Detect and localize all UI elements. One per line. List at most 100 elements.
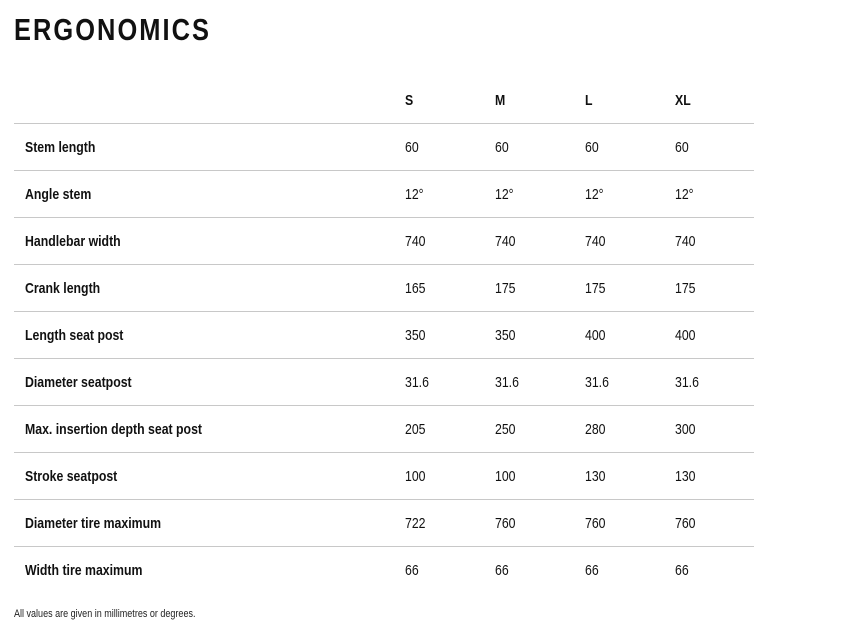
table-row: Diameter seatpost 31.6 31.6 31.6 31.6 (14, 359, 754, 406)
table-cell: 175 (675, 265, 700, 311)
table-cell: 350 (495, 312, 520, 358)
row-label-text: Crank length (25, 279, 101, 297)
table-cell: 400 (675, 312, 700, 358)
page-title: ERGONOMICS (14, 12, 212, 47)
cell-value: 66 (495, 561, 509, 579)
row-label: Stroke seatpost (25, 453, 138, 499)
column-header-l: L (585, 77, 594, 109)
column-header-label: XL (675, 92, 691, 109)
table-cell: 66 (675, 547, 692, 593)
ergonomics-table: S M L XL Stem length 60 60 60 60 Angle stem 12° 12… (14, 77, 754, 593)
row-label: Max. insertion depth seat post (25, 406, 241, 452)
row-label-text: Max. insertion depth seat post (25, 420, 203, 438)
cell-value: 175 (495, 279, 516, 297)
row-label-text: Stroke seatpost (25, 467, 118, 485)
table-row: Max. insertion depth seat post 205 250 280 3… (14, 406, 754, 453)
row-label-text: Diameter seatpost (25, 373, 132, 391)
cell-value: 100 (405, 467, 426, 485)
cell-value: 740 (675, 232, 696, 250)
column-header-xl: XL (675, 77, 694, 109)
cell-value: 12° (495, 185, 514, 203)
row-label: Diameter seatpost (25, 359, 155, 405)
table-cell: 60 (675, 124, 692, 170)
table-cell: 760 (675, 500, 700, 546)
cell-value: 350 (405, 326, 426, 344)
table-row: Angle stem 12° 12° 12° 12° (14, 171, 754, 218)
table-cell: 740 (585, 218, 610, 264)
table-cell: 760 (585, 500, 610, 546)
table-cell: 60 (495, 124, 512, 170)
table-cell: 12° (585, 171, 608, 217)
row-label-text: Width tire maximum (25, 561, 143, 579)
cell-value: 740 (405, 232, 426, 250)
table-cell: 66 (405, 547, 422, 593)
row-label-text: Diameter tire maximum (25, 514, 162, 532)
cell-value: 350 (495, 326, 516, 344)
table-row: Stem length 60 60 60 60 (14, 124, 754, 171)
row-label-text: Length seat post (25, 326, 124, 344)
cell-value: 66 (675, 561, 689, 579)
cell-value: 31.6 (405, 373, 429, 391)
row-label: Diameter tire maximum (25, 500, 191, 546)
table-cell: 100 (405, 453, 430, 499)
cell-value: 740 (585, 232, 606, 250)
table-cell: 12° (675, 171, 698, 217)
cell-value: 130 (585, 467, 606, 485)
column-header-label: L (585, 92, 593, 109)
row-label: Handlebar width (25, 218, 142, 264)
cell-value: 205 (405, 420, 426, 438)
cell-value: 300 (675, 420, 696, 438)
table-cell: 722 (405, 500, 430, 546)
cell-value: 175 (585, 279, 606, 297)
cell-value: 400 (585, 326, 606, 344)
table-header-row: S M L XL (14, 77, 754, 124)
table-cell: 12° (405, 171, 428, 217)
table-cell: 130 (585, 453, 610, 499)
cell-value: 760 (495, 514, 516, 532)
table-row: Length seat post 350 350 400 400 (14, 312, 754, 359)
cell-value: 175 (675, 279, 696, 297)
table-cell: 31.6 (495, 359, 524, 405)
footnote: All values are given in millimetres or d… (14, 608, 196, 620)
table-cell: 175 (495, 265, 520, 311)
table-cell: 740 (675, 218, 700, 264)
row-label-text: Stem length (25, 138, 96, 156)
cell-value: 280 (585, 420, 606, 438)
row-label-text: Handlebar width (25, 232, 121, 250)
table-cell: 165 (405, 265, 430, 311)
table-cell: 100 (495, 453, 520, 499)
row-label: Crank length (25, 265, 117, 311)
column-header-label: M (495, 92, 506, 109)
table-cell: 31.6 (585, 359, 614, 405)
table-row: Crank length 165 175 175 175 (14, 265, 754, 312)
cell-value: 31.6 (585, 373, 609, 391)
table-row: Width tire maximum 66 66 66 66 (14, 547, 754, 593)
cell-value: 740 (495, 232, 516, 250)
table-cell: 300 (675, 406, 700, 452)
table-cell: 60 (585, 124, 602, 170)
row-label: Length seat post (25, 312, 145, 358)
cell-value: 60 (405, 138, 419, 156)
table-cell: 740 (405, 218, 430, 264)
table-cell: 250 (495, 406, 520, 452)
table-cell: 12° (495, 171, 518, 217)
cell-value: 722 (405, 514, 426, 532)
table-cell: 130 (675, 453, 700, 499)
table-cell: 66 (495, 547, 512, 593)
cell-value: 400 (675, 326, 696, 344)
table-cell: 31.6 (675, 359, 704, 405)
cell-value: 60 (585, 138, 599, 156)
table-cell: 350 (405, 312, 430, 358)
table-cell: 280 (585, 406, 610, 452)
cell-value: 60 (495, 138, 509, 156)
table-cell: 31.6 (405, 359, 434, 405)
column-header-s: S (405, 77, 415, 109)
cell-value: 100 (495, 467, 516, 485)
cell-value: 12° (405, 185, 424, 203)
table-cell: 205 (405, 406, 430, 452)
cell-value: 31.6 (495, 373, 519, 391)
row-label-text: Angle stem (25, 185, 92, 203)
row-label: Angle stem (25, 171, 106, 217)
table-cell: 760 (495, 500, 520, 546)
cell-value: 60 (675, 138, 689, 156)
